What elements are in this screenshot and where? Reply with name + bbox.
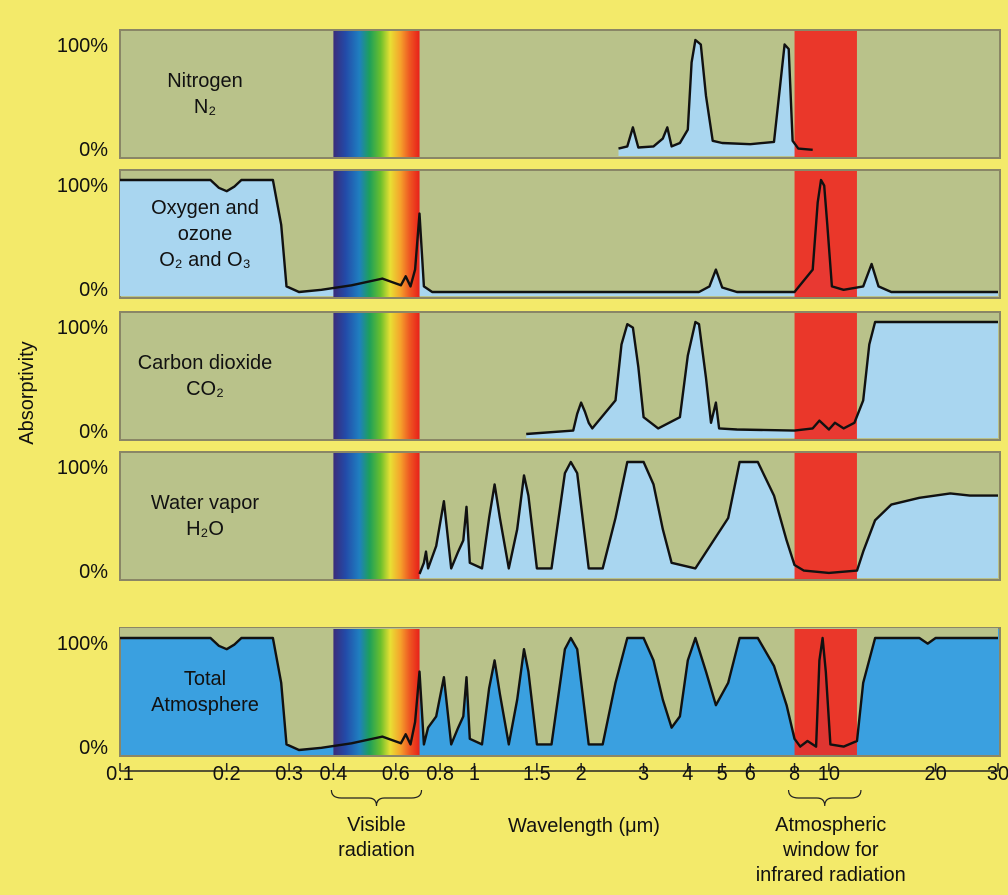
panel-name-line: H₂O	[186, 518, 224, 540]
visible-spectrum-band	[333, 313, 420, 439]
absorption-curve	[120, 178, 998, 294]
absorption-area	[419, 462, 998, 578]
y-tick-0: 0%	[79, 139, 108, 161]
panel-name-line: Oxygen and	[151, 197, 259, 219]
visible-radiation-label-line2: radiation	[338, 839, 415, 861]
x-tick-label: 20	[924, 763, 946, 785]
x-tick-label: 0.1	[106, 763, 134, 785]
y-tick-100: 100%	[57, 35, 108, 57]
x-tick-label: 0.3	[275, 763, 303, 785]
y-tick-0: 0%	[79, 737, 108, 759]
x-tick-label: 8	[789, 763, 800, 785]
y-tick-0: 0%	[79, 561, 108, 583]
panel-oxygen: 100% 0% Oxygen and ozone O₂ and O₃	[57, 169, 1001, 301]
x-tick-label: 0.4	[319, 763, 347, 785]
atmospheric-window-band	[794, 31, 857, 157]
panel-background	[119, 29, 1001, 159]
atmospheric-window-band	[794, 453, 857, 579]
visible-radiation-brace	[330, 789, 423, 807]
y-tick-0: 0%	[79, 421, 108, 443]
panel-name-line: Atmosphere	[151, 694, 259, 716]
x-tick-label: 3	[638, 763, 649, 785]
y-tick-100: 100%	[57, 317, 108, 339]
x-tick-label: 4	[682, 763, 693, 785]
absorption-area	[526, 322, 998, 438]
panel-name-line: CO₂	[186, 378, 224, 400]
x-tick-label: 10	[818, 763, 840, 785]
atmospheric-window-brace	[787, 789, 862, 807]
x-tick-label: 1	[469, 763, 480, 785]
absorption-curve	[120, 636, 998, 752]
y-axis-label: Absorptivity	[16, 341, 38, 444]
panel-name-line: N₂	[194, 96, 216, 118]
absorption-area	[618, 40, 813, 156]
panel-name-line: Nitrogen	[167, 70, 243, 92]
panel-name-line: ozone	[178, 223, 233, 245]
x-tick-label: 30	[987, 763, 1008, 785]
absorption-curve	[526, 320, 998, 436]
absorption-curve	[618, 38, 813, 151]
y-tick-100: 100%	[57, 457, 108, 479]
atmospheric-window-label-line3: infrared radiation	[756, 864, 906, 886]
panel-total: 100% 0% Total Atmosphere	[57, 627, 1001, 759]
absorption-curve	[418, 460, 998, 575]
panel-water: 100% 0% Water vapor H₂O	[57, 451, 1001, 583]
panel-name-line: Water vapor	[151, 492, 260, 514]
x-tick-label: 6	[745, 763, 756, 785]
panel-name-line: O₂ and O₃	[159, 249, 251, 271]
atmospheric-window-band	[794, 171, 857, 297]
atmospheric-window-label-line2: window for	[782, 839, 879, 861]
visible-spectrum-band	[333, 31, 420, 157]
panel-name-line: Total	[184, 668, 226, 690]
y-tick-100: 100%	[57, 633, 108, 655]
y-tick-100: 100%	[57, 175, 108, 197]
visible-spectrum-band	[333, 453, 420, 579]
panel-name-line: Carbon dioxide	[138, 352, 273, 374]
panel-co2: 100% 0% Carbon dioxide CO₂	[57, 311, 1001, 443]
x-tick-label: 0.2	[213, 763, 241, 785]
y-tick-0: 0%	[79, 279, 108, 301]
x-axis-label: Wavelength (μm)	[508, 815, 660, 837]
atmospheric-window-band	[794, 313, 857, 439]
panel-nitrogen: 100% 0% Nitrogen N₂	[57, 29, 1001, 161]
x-tick-label: 2	[576, 763, 587, 785]
x-tick-label: 0.8	[426, 763, 454, 785]
x-axis: 0.1 0.2 0.3 0.4 0.6 0.8 1 1.5 2 3 4 5 6 8 10 20 30	[106, 763, 1008, 785]
atmospheric-window-band	[794, 629, 857, 755]
x-tick-label: 0.6	[382, 763, 410, 785]
atmospheric-window-label-line1: Atmospheric	[775, 814, 886, 836]
panels-group: 100% 0% Nitrogen N₂ 100% 0% Oxygen and ozone O₂ …	[57, 29, 1001, 759]
x-tick-label: 5	[717, 763, 728, 785]
x-tick-label: 1.5	[523, 763, 551, 785]
visible-radiation-label-line1: Visible	[347, 814, 406, 836]
